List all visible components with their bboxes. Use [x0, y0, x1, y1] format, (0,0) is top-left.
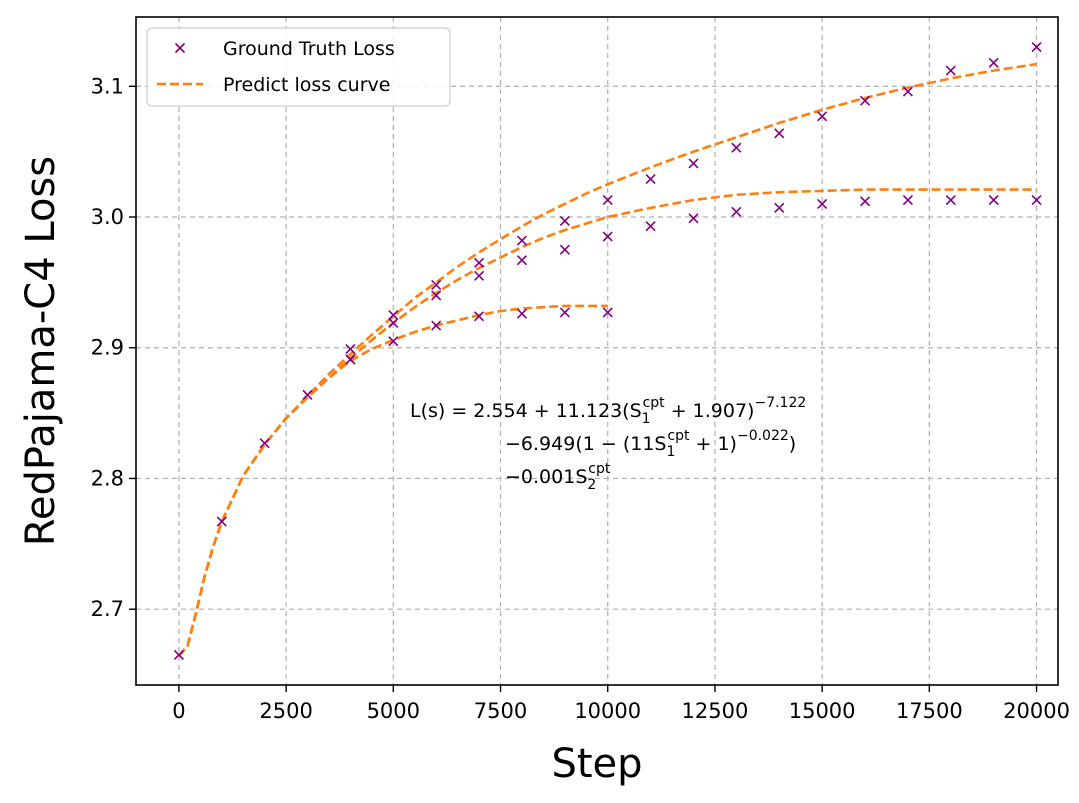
x-tick-label: 10000: [574, 699, 641, 723]
ground-truth-point: [474, 311, 485, 322]
ground-truth-point: [902, 86, 913, 97]
ground-truth-point: [388, 336, 399, 347]
legend-box: [146, 27, 451, 107]
ground-truth-point: [817, 111, 828, 122]
ground-truth-point: [731, 206, 742, 217]
ground-truth-point: [902, 194, 913, 206]
y-tick-label: 2.9: [91, 336, 124, 360]
ground-truth-point: [645, 221, 656, 232]
ground-truth-point: [859, 196, 871, 207]
ground-truth-point: [602, 231, 613, 242]
ground-truth-point: [559, 307, 570, 318]
predict-curve: [177, 62, 1037, 658]
ground-truth-point: [431, 279, 442, 291]
formula-annotation: L(s) = 2.554 + 11.123(S1cpt + 1.907)−7.1…: [410, 395, 806, 493]
ground-truth-point: [688, 158, 699, 169]
legend-label-predict: Predict loss curve: [223, 74, 390, 96]
x-tick-label: 20000: [1003, 699, 1070, 723]
ground-truth-point: [516, 235, 528, 246]
ground-truth-point: [345, 354, 356, 365]
x-tick-label: 7500: [474, 699, 527, 723]
predicted-curves: [177, 62, 1037, 658]
ground-truth-point: [474, 257, 485, 268]
ground-truth-point: [431, 320, 442, 331]
ground-truth-point: [474, 270, 485, 281]
plot-frame: [135, 16, 1059, 686]
ground-truth-points: [173, 42, 1042, 660]
grid: [136, 17, 1058, 685]
ground-truth-point: [388, 309, 399, 321]
ground-truth-point: [988, 57, 999, 68]
axis-ticks: 0 2500 5000 7500 10000 12500 15000 17500 20000 2.…: [91, 74, 1070, 723]
y-tick-label: 2.8: [91, 466, 124, 490]
ground-truth-point: [516, 308, 528, 319]
x-tick-label: 17500: [896, 699, 963, 723]
ground-truth-point: [859, 95, 871, 106]
ground-truth-point: [602, 194, 613, 206]
ground-truth-point: [774, 128, 785, 139]
formula-line-1: L(s) = 2.554 + 11.123(S1cpt + 1.907)−7.1…: [410, 395, 806, 427]
ground-truth-point: [688, 213, 699, 224]
x-axis-title: Step: [551, 741, 642, 787]
ground-truth-point: [1031, 42, 1042, 53]
ground-truth-point: [774, 202, 785, 213]
ground-truth-point: [1031, 194, 1042, 206]
predict-curve: [177, 304, 608, 658]
ground-truth-point: [817, 198, 828, 210]
ground-truth-point: [731, 142, 742, 153]
legend: Ground Truth Loss Predict loss curve: [146, 27, 451, 107]
ground-truth-point: [345, 343, 356, 355]
x-tick-label: 2500: [259, 699, 312, 723]
formula-line-2: −6.949(1 − (11S1cpt + 1)−0.022): [505, 428, 796, 460]
x-tick-label: 12500: [682, 699, 749, 723]
ground-truth-point: [645, 174, 656, 185]
legend-x-glyph: [174, 42, 186, 54]
ground-truth-point: [431, 290, 442, 301]
y-tick-label: 3.1: [91, 74, 124, 98]
y-tick-label: 3.0: [91, 205, 124, 229]
ground-truth-point: [173, 649, 184, 660]
predict-curve: [177, 188, 1037, 658]
ground-truth-point: [945, 65, 956, 76]
ground-truth-point: [516, 255, 528, 266]
y-axis-title: RedPajama-C4 Loss: [18, 156, 64, 546]
ground-truth-point: [602, 307, 613, 318]
x-tick-label: 15000: [789, 699, 856, 723]
ground-truth-point: [388, 317, 399, 328]
formula-line-3: −0.001S2cpt: [505, 461, 611, 493]
ground-truth-point: [559, 244, 570, 255]
ground-truth-point: [945, 194, 956, 206]
x-tick-label: 0: [172, 699, 185, 723]
ground-truth-point: [259, 438, 270, 449]
ground-truth-point: [302, 389, 313, 400]
x-tick-label: 5000: [367, 699, 420, 723]
ground-truth-point: [559, 215, 570, 226]
ground-truth-point: [216, 516, 227, 527]
ground-truth-point: [988, 194, 999, 206]
y-tick-label: 2.7: [91, 597, 124, 621]
legend-label-ground-truth: Ground Truth Loss: [223, 38, 395, 60]
legend-marker-x: [174, 42, 186, 54]
